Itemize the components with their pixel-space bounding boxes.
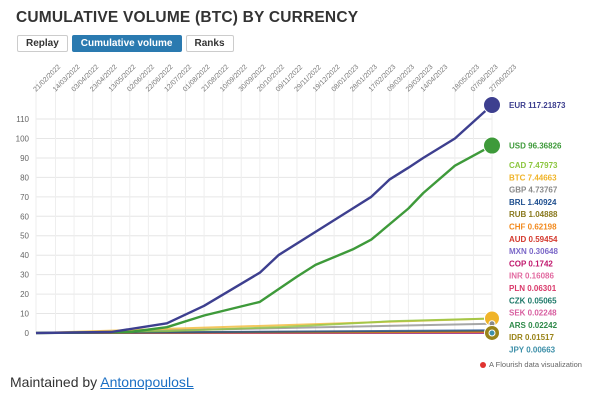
series-end-label: CAD 7.47973	[509, 161, 558, 170]
series-end-label: MXN 0.30648	[509, 247, 558, 256]
chart-title: CUMULATIVE VOLUME (BTC) BY CURRENCY	[16, 9, 359, 26]
end-dot-jpy	[488, 329, 496, 337]
y-tick-label: 110	[16, 115, 29, 124]
series-end-label: JPY 0.00663	[509, 346, 556, 355]
y-tick-label: 40	[20, 251, 29, 260]
series-line-eur	[35, 104, 493, 335]
y-tick-label: 60	[20, 212, 29, 221]
tab-cumulative-volume[interactable]: Cumulative volume	[71, 35, 182, 52]
series-end-label: PLN 0.06301	[509, 284, 557, 293]
series-end-label: AUD 0.59454	[509, 235, 558, 244]
series-end-label: ARS 0.02242	[509, 321, 558, 330]
y-tick-label: 70	[20, 193, 29, 202]
series-end-label: CZK 0.05065	[509, 296, 557, 305]
maintainer-link[interactable]: AntonopoulosL	[100, 374, 194, 390]
end-dot-eur	[483, 96, 501, 114]
y-tick-label: 50	[20, 232, 29, 241]
series-line-usd	[35, 144, 493, 335]
series-end-label: SEK 0.02248	[509, 309, 557, 318]
footer: Maintained by AntonopoulosL	[10, 374, 194, 390]
series-end-label: GBP 4.73767	[509, 186, 558, 195]
y-tick-label: 10	[20, 310, 29, 319]
series-end-label: CHF 0.62198	[509, 223, 557, 232]
series-end-label: RUB 1.04888	[509, 210, 558, 219]
end-dot-usd	[483, 136, 501, 155]
view-tabs: Replay Cumulative volume Ranks	[17, 35, 234, 52]
y-tick-label: 20	[20, 290, 29, 299]
series-end-label: USD 96.36826	[509, 142, 562, 151]
y-tick-label: 80	[20, 173, 29, 182]
series-end-label: EUR 117.21873	[509, 101, 566, 110]
series-end-label: COP 0.1742	[509, 259, 553, 268]
y-tick-label: 90	[20, 154, 29, 163]
footer-prefix: Maintained by	[10, 374, 101, 390]
series-end-label: BRL 1.40924	[509, 198, 557, 207]
y-tick-label: 100	[16, 134, 30, 143]
y-tick-label: 0	[25, 329, 30, 338]
tab-replay[interactable]: Replay	[17, 35, 68, 52]
flourish-attribution[interactable]: A Flourish data visualization	[480, 360, 582, 369]
attribution-text: A Flourish data visualization	[489, 360, 582, 369]
flourish-logo-icon	[480, 362, 486, 368]
series-end-label: BTC 7.44663	[509, 173, 557, 182]
series-end-label: INR 0.16086	[509, 272, 554, 281]
y-tick-label: 30	[20, 271, 29, 280]
tab-ranks[interactable]: Ranks	[185, 35, 234, 52]
series-end-label: IDR 0.01517	[509, 333, 554, 342]
